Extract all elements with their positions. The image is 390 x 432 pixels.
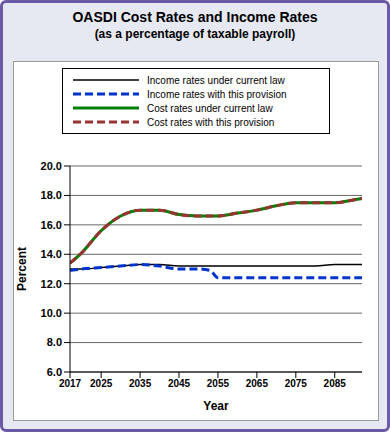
html-text:Cost rates with this provision: Cost rates with this provision bbox=[147, 116, 275, 128]
html-text:Cost rates under current law: Cost rates under current law bbox=[147, 102, 273, 114]
svg-text:10.0: 10.0 bbox=[41, 307, 62, 319]
svg-text:2035: 2035 bbox=[129, 378, 152, 389]
html-text:(as a percentage of taxable pa: (as a percentage of taxable payroll) bbox=[94, 27, 296, 41]
svg-text:Percent: Percent bbox=[15, 247, 29, 291]
svg-text:16.0: 16.0 bbox=[41, 219, 62, 231]
svg-text:18.0: 18.0 bbox=[41, 189, 62, 201]
svg-text:2085: 2085 bbox=[324, 378, 347, 389]
svg-text:6.0: 6.0 bbox=[47, 366, 62, 378]
svg-text:14.0: 14.0 bbox=[41, 248, 62, 260]
html-text:Income rates under current law: Income rates under current law bbox=[147, 74, 285, 86]
svg-text:2055: 2055 bbox=[207, 378, 230, 389]
svg-text:Year: Year bbox=[203, 399, 229, 413]
svg-text:2025: 2025 bbox=[90, 378, 113, 389]
svg-text:2017: 2017 bbox=[59, 378, 82, 389]
svg-text:2045: 2045 bbox=[168, 378, 191, 389]
svg-text:20.0: 20.0 bbox=[41, 160, 62, 172]
html-text:OASDI Cost Rates and Income Ra: OASDI Cost Rates and Income Rates bbox=[72, 9, 318, 25]
svg-text:12.0: 12.0 bbox=[41, 278, 62, 290]
svg-text:2065: 2065 bbox=[246, 378, 269, 389]
svg-text:8.0: 8.0 bbox=[47, 336, 62, 348]
svg-text:2075: 2075 bbox=[285, 378, 308, 389]
html-text:Income rates with this provisi: Income rates with this provision bbox=[147, 88, 287, 100]
